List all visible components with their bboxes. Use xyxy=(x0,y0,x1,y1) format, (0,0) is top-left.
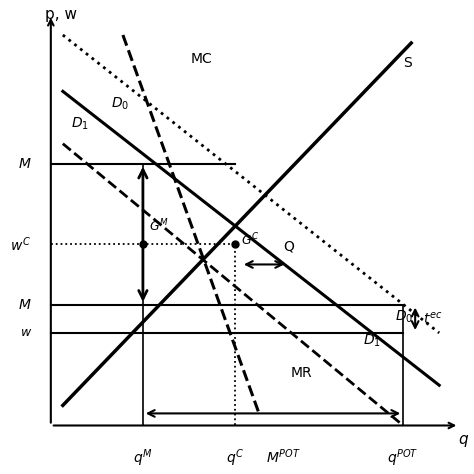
Text: p, w: p, w xyxy=(45,8,77,22)
Text: Q: Q xyxy=(283,239,294,253)
Text: M: M xyxy=(19,157,31,171)
Text: w: w xyxy=(20,327,31,339)
Text: $D_1$: $D_1$ xyxy=(71,115,89,132)
Text: q: q xyxy=(458,431,468,447)
Text: $D_1$: $D_1$ xyxy=(363,333,381,349)
Text: M: M xyxy=(19,298,31,312)
Text: $t^{ec}$: $t^{ec}$ xyxy=(423,311,443,327)
Text: $M^{POT}$: $M^{POT}$ xyxy=(265,447,301,466)
Text: $q^M$: $q^M$ xyxy=(133,447,153,469)
Text: $q^C$: $q^C$ xyxy=(226,447,244,469)
Text: MR: MR xyxy=(291,366,313,380)
Text: $G^C$: $G^C$ xyxy=(241,232,260,248)
Text: $D_0$: $D_0$ xyxy=(395,309,413,325)
Text: S: S xyxy=(403,56,412,70)
Text: $w^C$: $w^C$ xyxy=(10,235,31,254)
Text: $G^M$: $G^M$ xyxy=(149,218,169,235)
Text: $D_0$: $D_0$ xyxy=(111,95,129,111)
Text: $q^{POT}$: $q^{POT}$ xyxy=(387,447,419,469)
Text: MC: MC xyxy=(191,52,213,66)
